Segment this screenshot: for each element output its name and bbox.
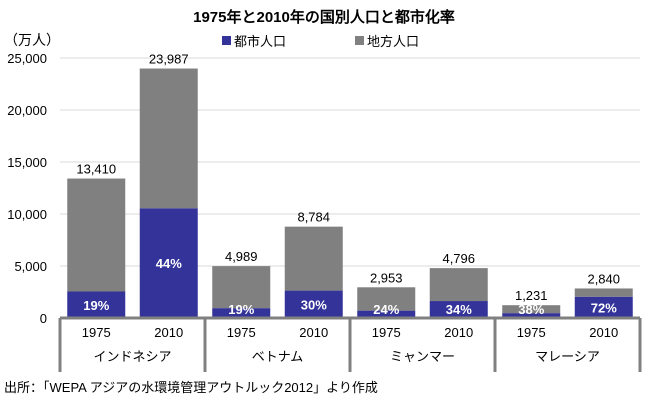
bar-rural [357, 287, 416, 311]
source-note: 出所：「WEPA アジアの水環境管理アウトルック2012」より作成 [4, 380, 378, 395]
total-label: 1,231 [515, 288, 548, 303]
legend-label-urban: 都市人口 [234, 34, 286, 49]
y-tick-label: 0 [40, 311, 47, 326]
bar-urban [212, 308, 271, 318]
bar-rural [574, 288, 633, 297]
x-tick-label: 2010 [299, 325, 328, 340]
x-tick-label: 2010 [154, 325, 183, 340]
x-tick-label: 1975 [82, 325, 111, 340]
chart-title: 1975年と2010年の国別人口と都市化率 [193, 8, 455, 26]
y-axis-unit-label: （万人） [4, 32, 60, 48]
urban-rate-label: 72% [591, 300, 617, 315]
bar-urban [67, 291, 126, 318]
urban-rate-label: 19% [228, 302, 254, 317]
bar-rural [67, 178, 126, 292]
total-label: 4,989 [225, 249, 258, 264]
urban-rate-label: 44% [156, 256, 182, 271]
urban-rate-label: 34% [446, 302, 472, 317]
group-label: インドネシア [93, 349, 171, 364]
total-label: 23,987 [149, 52, 189, 67]
x-tick-label: 2010 [444, 325, 473, 340]
legend: 都市人口 地方人口 [222, 34, 419, 49]
x-tick-label: 2010 [589, 325, 618, 340]
y-tick-label: 25,000 [7, 51, 47, 66]
y-tick-label: 10,000 [7, 207, 47, 222]
urban-rate-label: 30% [301, 297, 327, 312]
total-label: 8,784 [297, 210, 330, 225]
bar-urban [139, 208, 198, 318]
bar-rural [284, 226, 343, 291]
bar-urban [357, 310, 416, 318]
group-label: マレーシア [535, 349, 600, 364]
bar-rural [139, 68, 198, 209]
group-label: ミャンマー [390, 349, 455, 364]
x-tick-label: 1975 [227, 325, 256, 340]
total-label: 2,953 [370, 270, 403, 285]
x-tick-label: 1975 [372, 325, 401, 340]
bar-urban [574, 296, 633, 318]
total-label: 2,840 [587, 271, 620, 286]
y-tick-label: 15,000 [7, 155, 47, 170]
urban-rate-label: 19% [83, 298, 109, 313]
bar-rural [212, 266, 271, 309]
x-tick-label: 1975 [517, 325, 546, 340]
group-label: ベトナム [252, 349, 304, 364]
y-tick-label: 20,000 [7, 103, 47, 118]
bar-rural [502, 305, 561, 314]
total-label: 13,410 [76, 162, 116, 177]
bar-urban [429, 301, 488, 318]
bar-rural [429, 268, 488, 302]
y-tick-label: 5,000 [14, 259, 47, 274]
legend-swatch-urban [222, 36, 231, 45]
legend-label-rural: 地方人口 [367, 34, 419, 49]
legend-swatch-rural [355, 36, 364, 45]
total-label: 4,796 [442, 251, 475, 266]
bar-urban [502, 313, 561, 318]
urban-rate-label: 38% [518, 302, 544, 317]
bar-urban [284, 290, 343, 318]
urban-rate-label: 24% [373, 302, 399, 317]
